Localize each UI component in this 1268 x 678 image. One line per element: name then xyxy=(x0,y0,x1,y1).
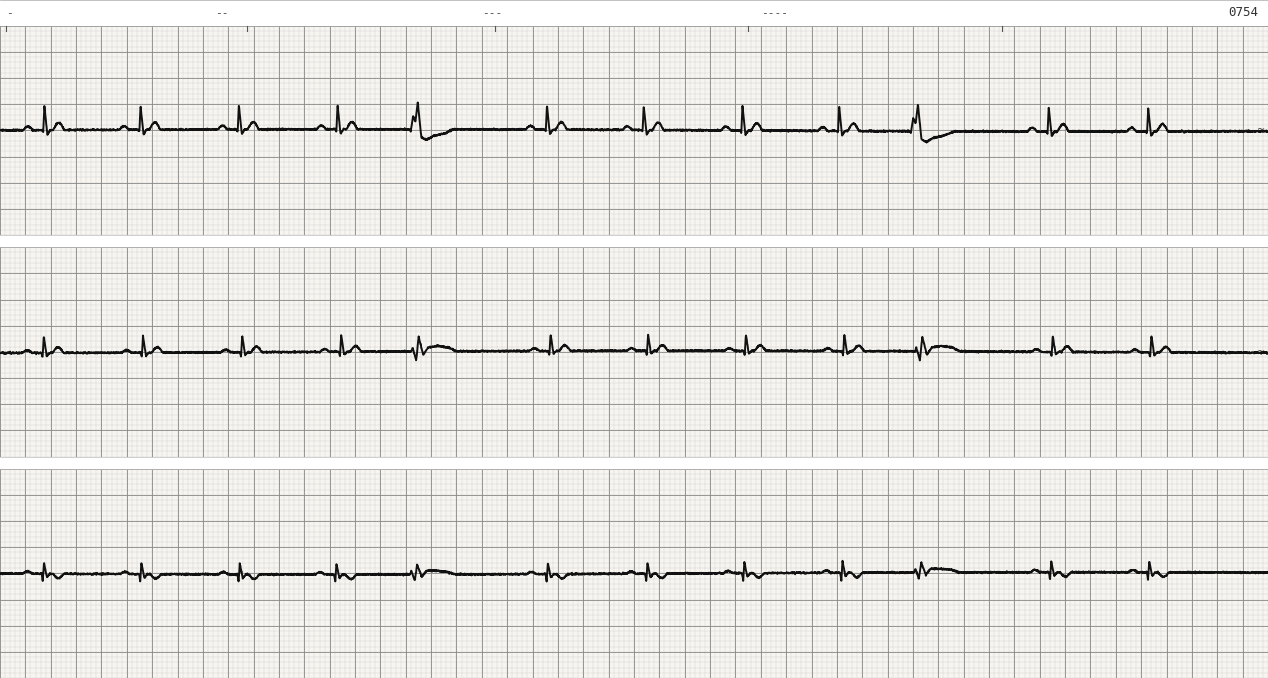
Bar xyxy=(0,456,1268,468)
Text: ~: ~ xyxy=(1258,125,1265,136)
Bar xyxy=(0,0,1268,26)
Text: ~: ~ xyxy=(1258,347,1265,357)
Text: ~: ~ xyxy=(1258,568,1265,578)
Text: --: -- xyxy=(216,8,230,18)
Bar xyxy=(0,235,1268,247)
Text: 0754: 0754 xyxy=(1227,6,1258,20)
Text: -: - xyxy=(6,8,13,18)
Text: ----: ---- xyxy=(761,8,787,18)
Text: ---: --- xyxy=(482,8,502,18)
